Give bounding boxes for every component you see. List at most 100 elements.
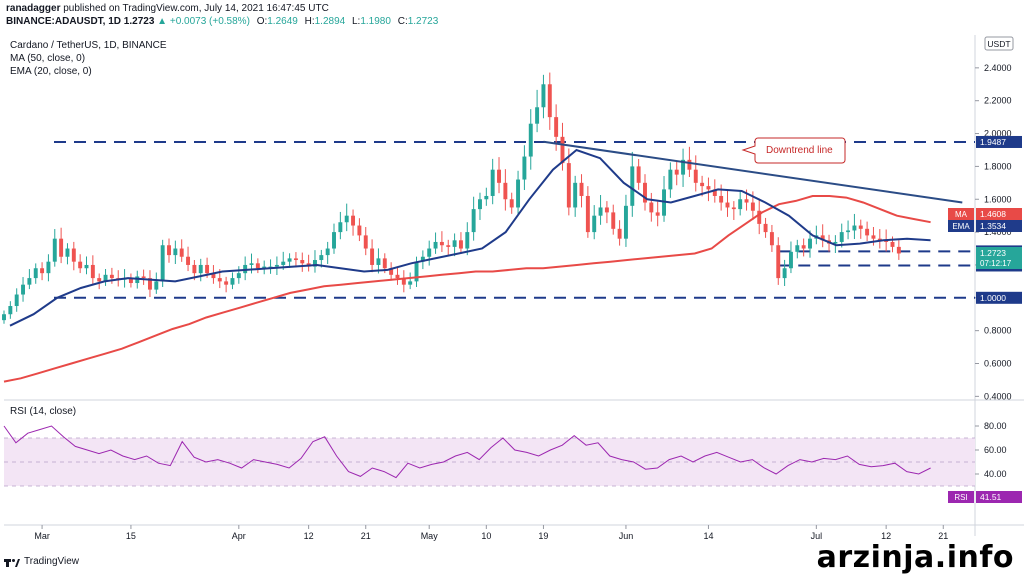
- downtrend-line: [543, 140, 963, 204]
- rsi-badge-label: RSI: [954, 493, 967, 502]
- y-tick-label: 1.6000: [984, 194, 1012, 204]
- candle-body: [655, 212, 660, 216]
- candle-body: [484, 195, 489, 200]
- published-text: published on TradingView.com, July 14, 2…: [63, 3, 329, 14]
- candle-body: [871, 235, 876, 239]
- candle-body: [427, 248, 432, 257]
- candle-body: [236, 273, 241, 279]
- price-change: ▲ +0.0073 (+0.58%): [157, 16, 250, 27]
- candle-body: [630, 166, 635, 206]
- candle-body: [8, 306, 13, 315]
- tradingview-logo[interactable]: TradingView: [4, 556, 79, 567]
- y-tick-label: 2.0000: [984, 129, 1012, 139]
- candle-body: [198, 264, 203, 274]
- candle-body: [2, 314, 6, 321]
- y-tick-label: 0.4000: [984, 391, 1012, 401]
- candle-body: [255, 263, 260, 269]
- candle-body: [896, 246, 901, 254]
- candle-body: [128, 278, 133, 284]
- candle-body: [478, 199, 482, 210]
- candle-body: [782, 268, 787, 279]
- candle-body: [71, 248, 76, 262]
- annotation-text: Downtrend line: [766, 145, 833, 156]
- rsi-line: [3, 425, 931, 479]
- candle-body: [179, 248, 184, 257]
- y-tick-label: 0.8000: [984, 326, 1012, 336]
- candle-body: [776, 245, 781, 279]
- candle-body: [420, 256, 425, 262]
- candle-body: [439, 241, 444, 246]
- candle-body: [458, 240, 463, 249]
- candle-body: [414, 261, 419, 282]
- candle-body: [528, 123, 533, 157]
- candle-body: [617, 228, 622, 239]
- candle-body: [554, 117, 559, 137]
- ma-badge-value: 1.4608: [980, 209, 1006, 219]
- level-badge: [976, 291, 1022, 304]
- candle-body: [224, 281, 229, 285]
- x-tick-label: 15: [126, 531, 136, 541]
- candle-body: [46, 261, 51, 274]
- site-watermark: arzinja.info: [816, 540, 1014, 575]
- candle-body: [858, 225, 863, 229]
- candle-body: [547, 84, 552, 118]
- candle-body: [173, 248, 178, 256]
- candle-body: [490, 169, 495, 196]
- candle-body: [382, 258, 387, 269]
- candle-body: [27, 278, 32, 285]
- candle-body: [325, 248, 330, 256]
- candle-body: [154, 281, 159, 290]
- tradingview-brand: TradingView: [24, 556, 80, 567]
- symbol-line: BINANCE:ADAUSDT, 1D 1.2723 ▲ +0.0073 (+0…: [6, 16, 438, 27]
- candle-body: [446, 245, 451, 247]
- candle-body: [217, 278, 222, 282]
- tradingview-icon: [4, 558, 20, 567]
- candle-body: [706, 186, 711, 190]
- candle-body: [21, 284, 26, 295]
- ema-badge-tag: [948, 220, 974, 232]
- price-pane: [4, 35, 975, 398]
- candle-body: [351, 215, 356, 226]
- rsi-tick-label: 80.00: [984, 421, 1007, 431]
- candle-body: [293, 258, 298, 261]
- candle-body: [97, 278, 102, 282]
- candle-body: [84, 264, 89, 269]
- candle-body: [274, 264, 279, 267]
- candle-body: [465, 232, 470, 249]
- y-tick-label: 1.4000: [984, 227, 1012, 237]
- price-chart[interactable]: 0.40000.60000.80001.00001.20001.40001.60…: [0, 30, 1024, 556]
- candle-body: [103, 274, 108, 282]
- candle-body: [522, 156, 527, 180]
- candle-body: [884, 240, 889, 242]
- candle-body: [395, 274, 400, 279]
- x-tick-label: 12: [881, 531, 891, 541]
- candle-body: [700, 182, 705, 187]
- candle-body: [668, 169, 673, 190]
- candle-body: [401, 278, 406, 285]
- currency-badge-label: USDT: [987, 39, 1010, 49]
- ema-line: [9, 148, 931, 327]
- candle-body: [579, 182, 584, 196]
- x-tick-label: 12: [304, 531, 314, 541]
- symbol-name[interactable]: BINANCE:ADAUSDT, 1D: [6, 16, 122, 27]
- candle-body: [338, 222, 343, 233]
- x-tick-label: 14: [703, 531, 713, 541]
- countdown-text: 07:12:17: [980, 259, 1012, 268]
- author-name[interactable]: ranadagger: [6, 3, 61, 14]
- candle-body: [370, 248, 375, 265]
- x-tick-label: 21: [938, 531, 948, 541]
- candle-body: [731, 207, 736, 210]
- y-tick-label: 2.2000: [984, 96, 1012, 106]
- candle-body: [59, 238, 64, 257]
- candle-body: [186, 256, 191, 265]
- candle-body: [750, 202, 755, 211]
- candle-body: [592, 215, 597, 233]
- y-tick-label: 1.8000: [984, 161, 1012, 171]
- rsi-value-badge: [976, 491, 1022, 503]
- candle-body: [389, 268, 394, 275]
- candle-body: [319, 255, 324, 261]
- candle-body: [287, 258, 292, 262]
- candle-body: [725, 202, 730, 208]
- candle-body: [566, 163, 571, 208]
- candle-body: [452, 240, 457, 247]
